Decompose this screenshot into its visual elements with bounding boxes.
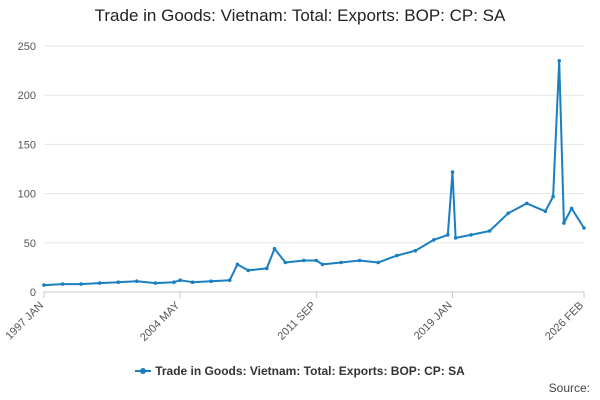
x-tick-label: 2019 JAN bbox=[412, 300, 455, 343]
data-point bbox=[557, 59, 561, 63]
chart-title: Trade in Goods: Vietnam: Total: Exports:… bbox=[94, 6, 506, 25]
data-point bbox=[190, 280, 195, 285]
data-point bbox=[97, 281, 102, 285]
y-tick-label: 50 bbox=[24, 238, 36, 250]
data-point bbox=[525, 201, 529, 206]
data-point bbox=[582, 226, 586, 230]
gridlines bbox=[44, 45, 584, 293]
data-point bbox=[153, 281, 158, 285]
y-tick-label: 0 bbox=[30, 287, 36, 299]
data-point bbox=[42, 283, 46, 287]
data-point bbox=[209, 279, 213, 284]
data-point bbox=[376, 260, 381, 265]
y-tick-label: 200 bbox=[18, 90, 36, 102]
series-group bbox=[42, 59, 586, 287]
data-point bbox=[320, 262, 325, 267]
data-point bbox=[562, 221, 566, 225]
data-point bbox=[314, 258, 319, 263]
x-tick-label: 1997 JAN bbox=[3, 300, 46, 343]
data-point bbox=[339, 260, 343, 265]
data-point bbox=[413, 248, 418, 253]
y-axis: 0 50 100 150 200 250 bbox=[18, 41, 36, 299]
data-point bbox=[432, 238, 436, 242]
data-point bbox=[172, 280, 176, 285]
data-point bbox=[283, 260, 288, 265]
data-point bbox=[60, 282, 65, 286]
legend[interactable]: Trade in Goods: Vietnam: Total: Exports:… bbox=[0, 364, 600, 379]
y-tick-label: 150 bbox=[18, 139, 36, 151]
data-point bbox=[227, 278, 232, 283]
x-axis: 1997 JAN 2004 MAY 2011 SEP 2019 JAN 2026 FEB bbox=[3, 292, 586, 344]
y-tick-label: 250 bbox=[18, 41, 36, 53]
data-point bbox=[135, 279, 139, 284]
data-point bbox=[450, 170, 455, 174]
y-tick-label: 100 bbox=[18, 189, 36, 201]
data-point bbox=[569, 206, 574, 211]
source-link[interactable]: Source: bbox=[548, 381, 590, 395]
data-point bbox=[446, 233, 450, 237]
data-point bbox=[453, 236, 458, 240]
data-point bbox=[395, 253, 399, 258]
data-point bbox=[272, 246, 277, 251]
data-point bbox=[506, 211, 511, 216]
data-point bbox=[246, 268, 250, 273]
data-point bbox=[116, 280, 121, 285]
data-point bbox=[357, 258, 362, 263]
legend-swatch-icon bbox=[135, 366, 152, 376]
data-point bbox=[79, 282, 83, 286]
data-point bbox=[551, 194, 555, 199]
x-tick-label: 2004 MAY bbox=[138, 299, 183, 344]
data-point bbox=[265, 266, 269, 271]
legend-item[interactable]: Trade in Goods: Vietnam: Total: Exports:… bbox=[135, 364, 465, 378]
data-point bbox=[178, 278, 182, 283]
data-point bbox=[487, 229, 492, 233]
series-line bbox=[43, 59, 585, 287]
data-point bbox=[469, 233, 473, 237]
data-point bbox=[543, 209, 548, 214]
x-tick-label: 2026 FEB bbox=[543, 300, 586, 343]
x-tick-label: 2011 SEP bbox=[275, 300, 318, 343]
legend-label: Trade in Goods: Vietnam: Total: Exports:… bbox=[155, 364, 465, 378]
data-point bbox=[302, 258, 306, 263]
data-point bbox=[235, 262, 240, 267]
